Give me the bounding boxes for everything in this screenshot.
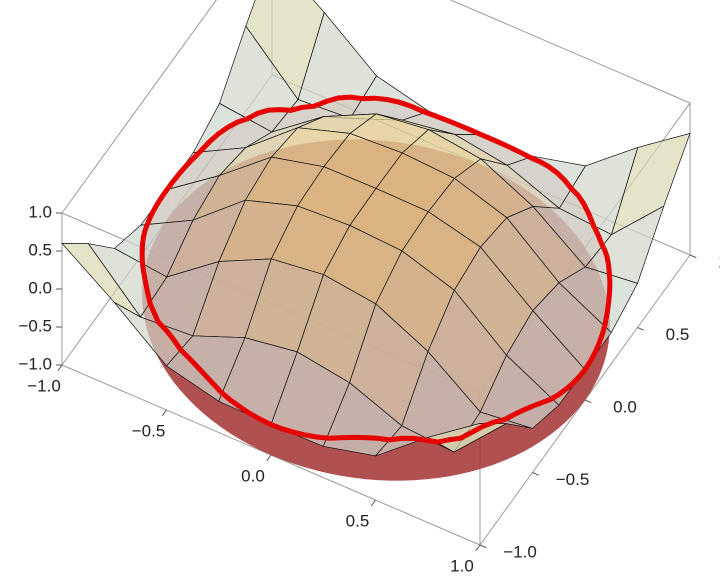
cylinder-side bbox=[494, 419, 505, 465]
y-tick bbox=[532, 472, 539, 476]
box-edge bbox=[449, 0, 691, 104]
y-tick-label: 1.0 bbox=[718, 252, 720, 271]
cylinder-side bbox=[260, 419, 271, 455]
cylinder-side bbox=[282, 428, 294, 464]
x-tick-label: −1.0 bbox=[27, 376, 61, 395]
x-tick bbox=[475, 544, 481, 552]
cylinder-side bbox=[249, 413, 261, 451]
boundary-curve bbox=[139, 94, 613, 445]
z-tick-label: 0.0 bbox=[28, 278, 52, 297]
x-tick bbox=[370, 499, 376, 507]
cylinder-side bbox=[579, 369, 585, 408]
cylinder-side bbox=[413, 438, 426, 481]
y-tick bbox=[689, 254, 697, 259]
x-tick-label: −0.5 bbox=[132, 421, 166, 440]
box-edge bbox=[61, 0, 217, 214]
cylinder-side bbox=[504, 414, 515, 461]
cylinder-side bbox=[239, 406, 250, 445]
z-tick-label: 0.5 bbox=[28, 240, 52, 259]
cylinder-side bbox=[271, 424, 283, 460]
y-tick bbox=[479, 544, 487, 549]
y-tick bbox=[584, 399, 592, 404]
z-tick-label: 1.0 bbox=[28, 202, 52, 221]
surface-patch bbox=[426, 423, 508, 453]
cylinder-side bbox=[572, 376, 580, 415]
cylinder-side bbox=[437, 439, 450, 478]
z-tick-label: −1.0 bbox=[18, 354, 52, 373]
y-tick-label: 0.5 bbox=[666, 325, 690, 344]
y-tick-label: −1.0 bbox=[503, 542, 537, 561]
x-tick-label: 0.5 bbox=[346, 511, 370, 530]
x-tick bbox=[57, 364, 63, 372]
cylinder-side bbox=[401, 438, 414, 481]
y-tick bbox=[637, 327, 644, 331]
x-tick-label: 1.0 bbox=[450, 556, 474, 575]
cylinder-side bbox=[293, 432, 305, 468]
x-tick bbox=[161, 409, 167, 417]
z-tick-label: −0.5 bbox=[18, 316, 52, 335]
x-tick bbox=[266, 454, 272, 462]
y-tick-label: −0.5 bbox=[556, 470, 590, 489]
cylinder-side bbox=[425, 440, 438, 480]
y-tick-label: 0.0 bbox=[613, 397, 637, 416]
cylinder-side bbox=[305, 434, 317, 471]
x-tick-label: 0.0 bbox=[241, 466, 265, 485]
